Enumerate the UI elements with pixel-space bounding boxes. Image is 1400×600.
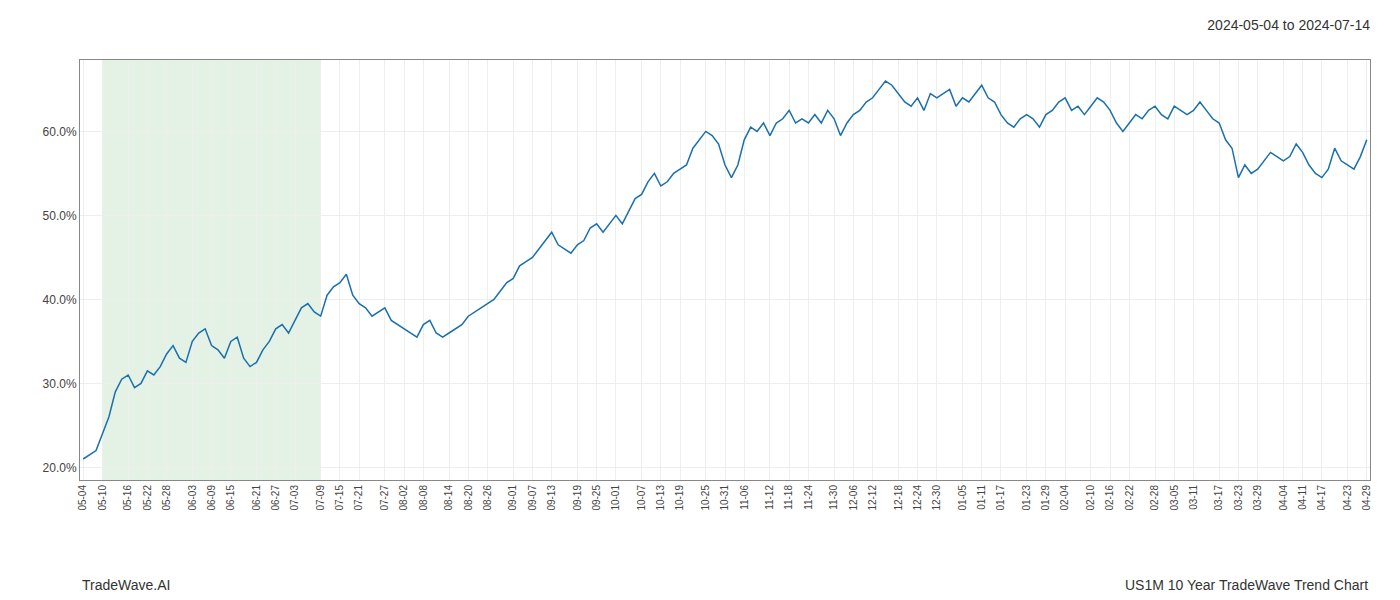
- svg-text:06-03: 06-03: [187, 485, 198, 511]
- svg-text:09-07: 09-07: [527, 485, 538, 511]
- svg-text:08-02: 08-02: [398, 485, 409, 511]
- svg-text:11-12: 11-12: [764, 485, 775, 510]
- svg-text:05-28: 05-28: [161, 485, 172, 511]
- svg-text:06-27: 06-27: [270, 485, 281, 511]
- svg-text:12-12: 12-12: [867, 485, 878, 511]
- svg-text:20.0%: 20.0%: [43, 461, 77, 475]
- svg-text:01-11: 01-11: [976, 485, 987, 510]
- svg-text:06-09: 06-09: [206, 485, 217, 511]
- svg-text:10-31: 10-31: [719, 485, 730, 511]
- svg-text:09-13: 09-13: [546, 485, 557, 511]
- svg-text:10-13: 10-13: [655, 485, 666, 511]
- svg-text:60.0%: 60.0%: [43, 125, 77, 139]
- svg-text:07-15: 07-15: [334, 485, 345, 511]
- svg-text:12-06: 12-06: [848, 485, 859, 511]
- svg-text:04-11: 04-11: [1297, 485, 1308, 510]
- svg-text:09-19: 09-19: [572, 485, 583, 511]
- svg-text:04-23: 04-23: [1342, 485, 1353, 511]
- svg-text:01-05: 01-05: [957, 485, 968, 511]
- svg-text:08-26: 08-26: [482, 485, 493, 511]
- svg-text:40.0%: 40.0%: [43, 293, 77, 307]
- svg-text:04-29: 04-29: [1361, 485, 1372, 511]
- svg-text:2024-05-04 to 2024-07-14: 2024-05-04 to 2024-07-14: [1207, 17, 1370, 33]
- svg-text:50.0%: 50.0%: [43, 209, 77, 223]
- svg-text:07-09: 07-09: [315, 485, 326, 511]
- svg-text:07-27: 07-27: [379, 485, 390, 511]
- svg-text:05-10: 05-10: [97, 485, 108, 511]
- svg-text:30.0%: 30.0%: [43, 377, 77, 391]
- svg-text:04-04: 04-04: [1278, 485, 1289, 511]
- svg-text:12-30: 12-30: [931, 485, 942, 511]
- svg-text:07-21: 07-21: [353, 485, 364, 511]
- svg-text:09-25: 09-25: [591, 485, 602, 511]
- svg-text:10-25: 10-25: [700, 485, 711, 511]
- svg-text:06-15: 06-15: [225, 485, 236, 511]
- svg-text:08-14: 08-14: [443, 485, 454, 511]
- svg-text:03-11: 03-11: [1188, 485, 1199, 510]
- svg-text:03-29: 03-29: [1252, 485, 1263, 511]
- svg-text:11-18: 11-18: [783, 485, 794, 510]
- svg-text:01-17: 01-17: [995, 485, 1006, 511]
- svg-text:05-04: 05-04: [77, 485, 88, 511]
- svg-text:10-19: 10-19: [674, 485, 685, 511]
- svg-text:02-04: 02-04: [1059, 485, 1070, 511]
- svg-text:07-03: 07-03: [289, 485, 300, 511]
- svg-text:09-01: 09-01: [507, 485, 518, 511]
- svg-text:03-17: 03-17: [1213, 485, 1224, 511]
- svg-text:11-24: 11-24: [803, 485, 814, 510]
- svg-text:06-21: 06-21: [251, 485, 262, 511]
- svg-text:11-30: 11-30: [828, 485, 839, 510]
- svg-text:08-08: 08-08: [418, 485, 429, 511]
- svg-text:02-16: 02-16: [1104, 485, 1115, 511]
- svg-text:02-28: 02-28: [1149, 485, 1160, 511]
- svg-text:05-16: 05-16: [122, 485, 133, 511]
- svg-text:01-23: 01-23: [1021, 485, 1032, 511]
- svg-text:10-07: 10-07: [636, 485, 647, 511]
- svg-text:02-10: 02-10: [1085, 485, 1096, 511]
- svg-text:US1M 10 Year TradeWave Trend C: US1M 10 Year TradeWave Trend Chart: [1125, 577, 1368, 593]
- svg-text:03-05: 03-05: [1169, 485, 1180, 511]
- svg-text:08-20: 08-20: [463, 485, 474, 511]
- svg-text:05-22: 05-22: [142, 485, 153, 511]
- svg-text:12-18: 12-18: [893, 485, 904, 511]
- svg-text:11-06: 11-06: [739, 485, 750, 510]
- svg-text:01-29: 01-29: [1040, 485, 1051, 511]
- svg-text:TradeWave.AI: TradeWave.AI: [82, 577, 170, 593]
- svg-text:03-23: 03-23: [1233, 485, 1244, 511]
- svg-text:10-01: 10-01: [610, 485, 621, 511]
- svg-text:04-17: 04-17: [1316, 485, 1327, 511]
- svg-text:12-24: 12-24: [912, 485, 923, 511]
- svg-text:02-22: 02-22: [1124, 485, 1135, 511]
